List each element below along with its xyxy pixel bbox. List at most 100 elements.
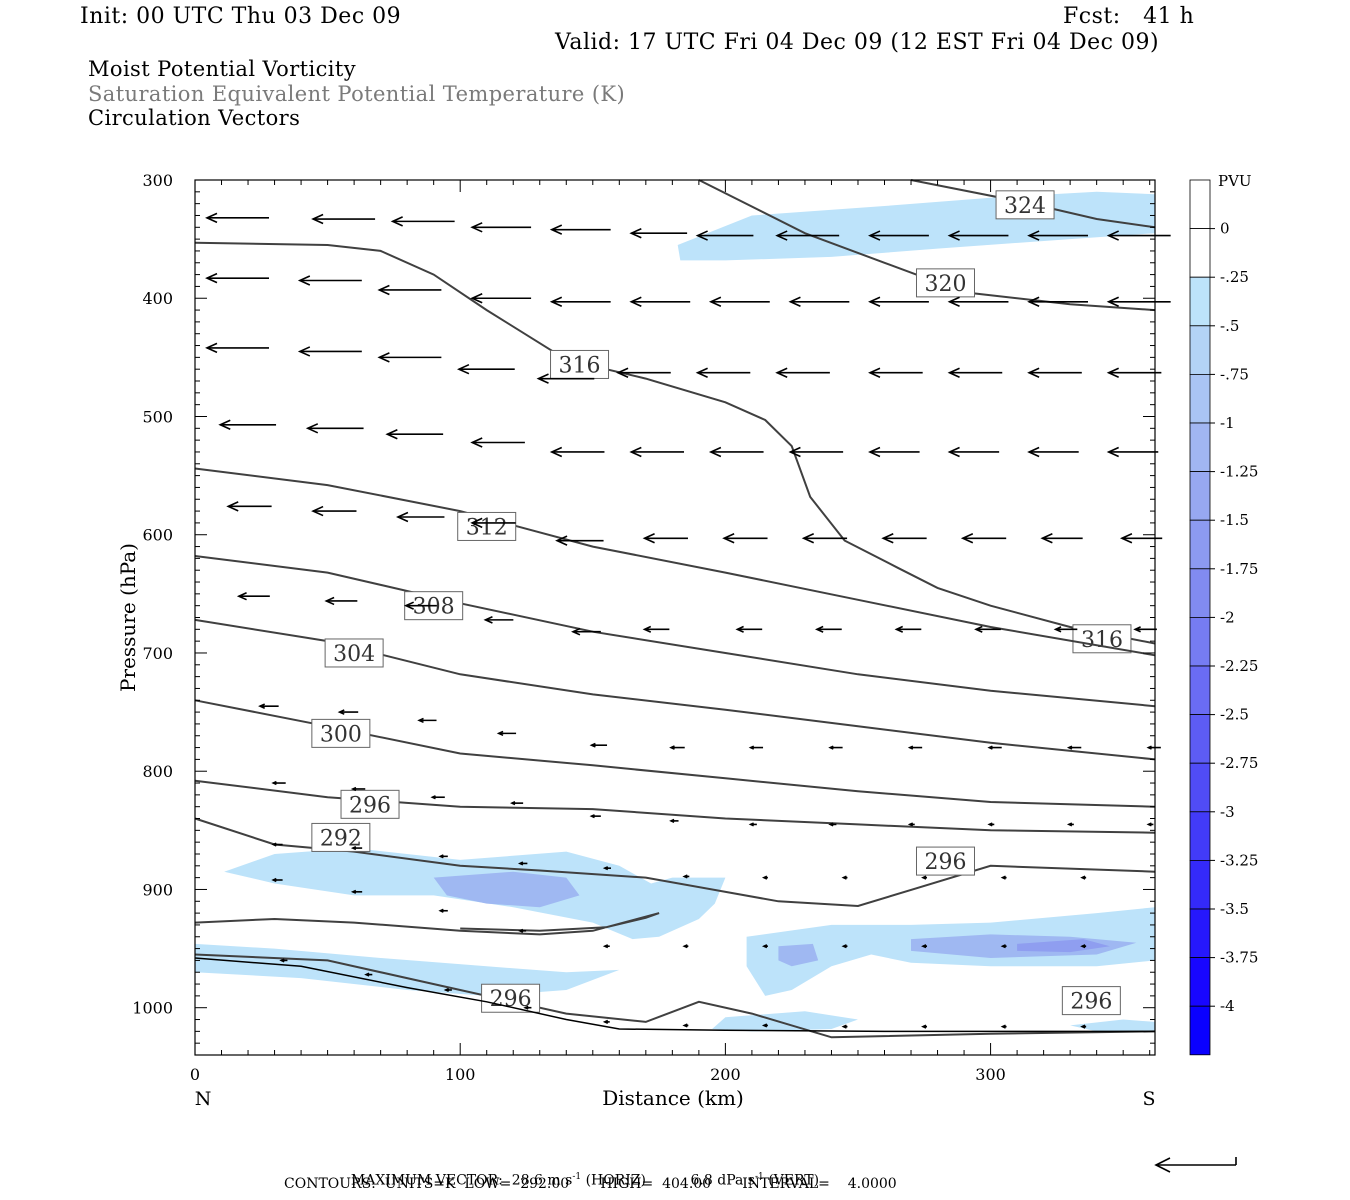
surface-line — [194, 957, 1155, 1033]
circulation-vector — [761, 1023, 768, 1028]
contour-label-box — [324, 638, 384, 668]
circulation-vector — [350, 889, 363, 894]
circulation-vector — [602, 1019, 610, 1024]
circulation-vector — [602, 944, 610, 949]
colorbar-swatch — [1189, 665, 1211, 715]
circulation-vector — [205, 342, 269, 354]
circulation-vector — [748, 745, 764, 750]
contour-label: 324 — [1004, 194, 1046, 219]
circulation-vector — [629, 227, 688, 239]
vector-head — [483, 615, 493, 624]
circulation-vector — [987, 822, 995, 827]
vector-head — [682, 1023, 688, 1028]
vector-head — [271, 842, 277, 847]
vector-head — [279, 958, 285, 963]
max-vector-vert: 6.8 dPa s — [690, 1172, 755, 1189]
circulation-vector — [1000, 1024, 1007, 1029]
vector-head — [517, 928, 524, 933]
colorbar-swatch — [1189, 179, 1211, 229]
circulation-vector — [682, 1023, 689, 1028]
y-tick-label: 400 — [142, 289, 173, 308]
circulation-vector — [390, 216, 455, 227]
vector-head — [974, 625, 983, 633]
circulation-vector — [907, 745, 923, 750]
vector-head — [385, 428, 398, 440]
circulation-vector — [642, 533, 688, 544]
vector-head — [1106, 296, 1119, 308]
circulation-vector — [947, 296, 1009, 308]
vector-head — [921, 944, 927, 949]
colorbar-swatch — [1189, 957, 1211, 1007]
vector-head — [907, 745, 914, 750]
init-time: Init: 00 UTC Thu 03 Dec 09 — [80, 4, 402, 29]
y-tick-label: 900 — [142, 880, 173, 899]
circulation-vector — [947, 230, 1009, 241]
vector-head — [708, 296, 722, 308]
contours-info: CONTOURS: UNITS=K LOW= 292.00 HIGH= 404.… — [284, 1176, 897, 1192]
circulation-vector — [555, 535, 604, 546]
circulation-vector — [841, 1024, 848, 1029]
circulation-vector — [496, 730, 517, 737]
circulation-vector — [271, 877, 283, 883]
circulation-vector — [761, 875, 768, 880]
contour-label-box — [311, 822, 371, 852]
y-tick-label: 800 — [142, 762, 173, 781]
circulation-vector — [841, 944, 848, 949]
circulation-vector — [960, 533, 1007, 544]
vector-head — [324, 596, 335, 606]
circulation-vector — [470, 437, 525, 448]
vector-head — [1133, 626, 1141, 633]
colorbar-label: -2.75 — [1220, 754, 1258, 772]
circulation-vector — [894, 625, 922, 633]
contour-label: 320 — [924, 272, 966, 297]
vector-head — [841, 944, 847, 949]
vector-head — [258, 703, 266, 710]
vector-head — [226, 501, 239, 512]
vector-head — [205, 212, 218, 224]
vector-head — [297, 275, 311, 286]
circulation-vector — [748, 822, 757, 827]
vert-exponent: -1 — [754, 1172, 764, 1182]
vector-head — [708, 446, 722, 458]
pv-region-3 — [195, 943, 620, 996]
vector-head — [841, 1024, 847, 1029]
vector-head — [470, 437, 483, 448]
circulation-vector — [395, 511, 445, 523]
vector-head — [1000, 944, 1006, 949]
x-end-label-south: S — [1142, 1088, 1155, 1110]
circulation-vector — [549, 446, 605, 458]
vector-head — [868, 230, 881, 241]
circulation-vector — [1027, 367, 1082, 378]
vector-head — [960, 533, 974, 544]
circulation-vector — [987, 745, 1002, 750]
circulation-vector — [921, 875, 928, 880]
colorbar-swatch — [1189, 276, 1211, 327]
circulation-vector — [1146, 822, 1154, 827]
circulation-vector — [589, 742, 608, 748]
vector-head — [350, 786, 357, 792]
vector-head — [814, 625, 824, 633]
circulation-vector — [337, 709, 359, 715]
circulation-vector — [868, 446, 920, 458]
circulation-vector — [1027, 296, 1088, 308]
vector-head — [1066, 822, 1073, 827]
vector-head — [1000, 1024, 1006, 1029]
circulation-vector — [205, 272, 269, 284]
colorbar-swatch — [1189, 714, 1211, 764]
y-tick-label: 600 — [142, 526, 173, 545]
colorbar-label: -2 — [1220, 608, 1235, 626]
vector-head — [868, 446, 881, 458]
circulation-vector — [1106, 296, 1171, 308]
vector-head — [496, 730, 504, 737]
circulation-vector — [788, 446, 844, 458]
max-vector-prefix: MAXIMUM VECTOR: — [350, 1172, 503, 1189]
contour-296-10 — [194, 912, 660, 936]
horiz-suffix: (HORIZ) — [585, 1172, 646, 1189]
field-title-pv: Moist Potential Vorticity — [88, 57, 356, 81]
vector-head — [470, 293, 483, 304]
circulation-vector — [974, 625, 1001, 633]
pv-region-7 — [778, 943, 819, 967]
circulation-vector — [708, 296, 770, 308]
